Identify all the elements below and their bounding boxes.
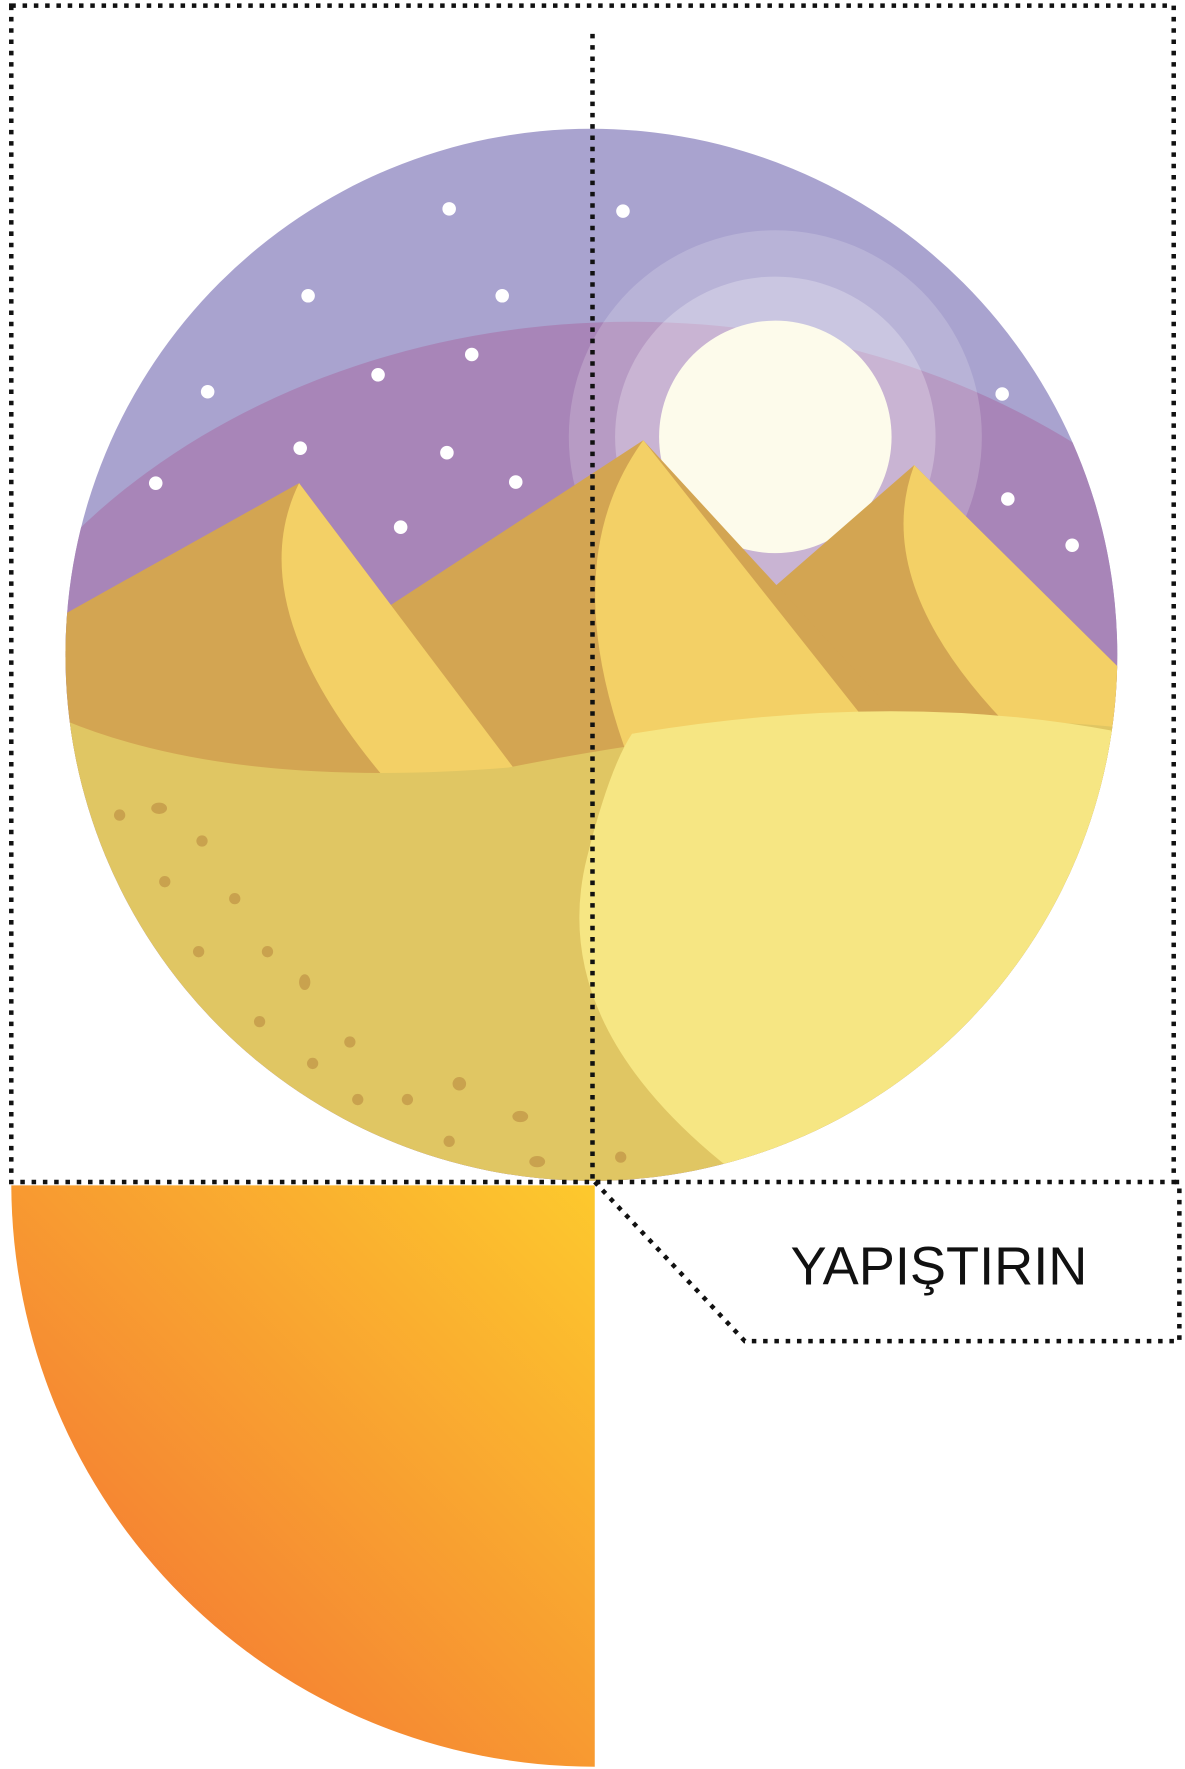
glue-label: YAPIŞTIRIN xyxy=(791,1236,1088,1296)
page: YAPIŞTIRIN (() => { const data = JSON.pa… xyxy=(0,0,1185,1769)
quarter-disc xyxy=(11,1185,594,1766)
template: YAPIŞTIRIN xyxy=(0,0,1185,1769)
